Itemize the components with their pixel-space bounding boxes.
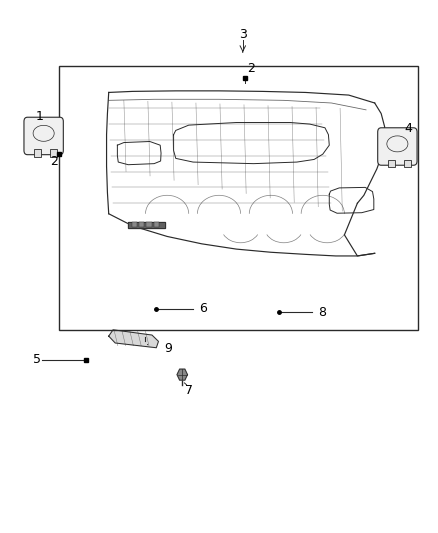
Text: 5: 5 (32, 353, 40, 366)
Polygon shape (128, 222, 165, 228)
FancyBboxPatch shape (24, 117, 64, 155)
Polygon shape (177, 369, 187, 380)
Polygon shape (109, 330, 159, 348)
Bar (154, 222, 159, 228)
Text: 2: 2 (247, 62, 255, 75)
Bar (388, 160, 395, 167)
Text: 2: 2 (50, 155, 58, 167)
Text: 1: 1 (35, 110, 43, 123)
Text: 7: 7 (185, 384, 193, 397)
Bar (139, 222, 144, 228)
Bar (50, 149, 57, 157)
Bar (404, 160, 411, 167)
Bar (59, 66, 418, 330)
Text: 3: 3 (239, 28, 247, 41)
Text: 4: 4 (404, 122, 412, 135)
FancyBboxPatch shape (378, 128, 417, 165)
Bar (132, 222, 137, 228)
Bar (34, 149, 41, 157)
Text: 6: 6 (200, 302, 208, 315)
Bar (146, 222, 152, 228)
Text: 9: 9 (164, 342, 172, 355)
Text: 8: 8 (318, 306, 326, 319)
